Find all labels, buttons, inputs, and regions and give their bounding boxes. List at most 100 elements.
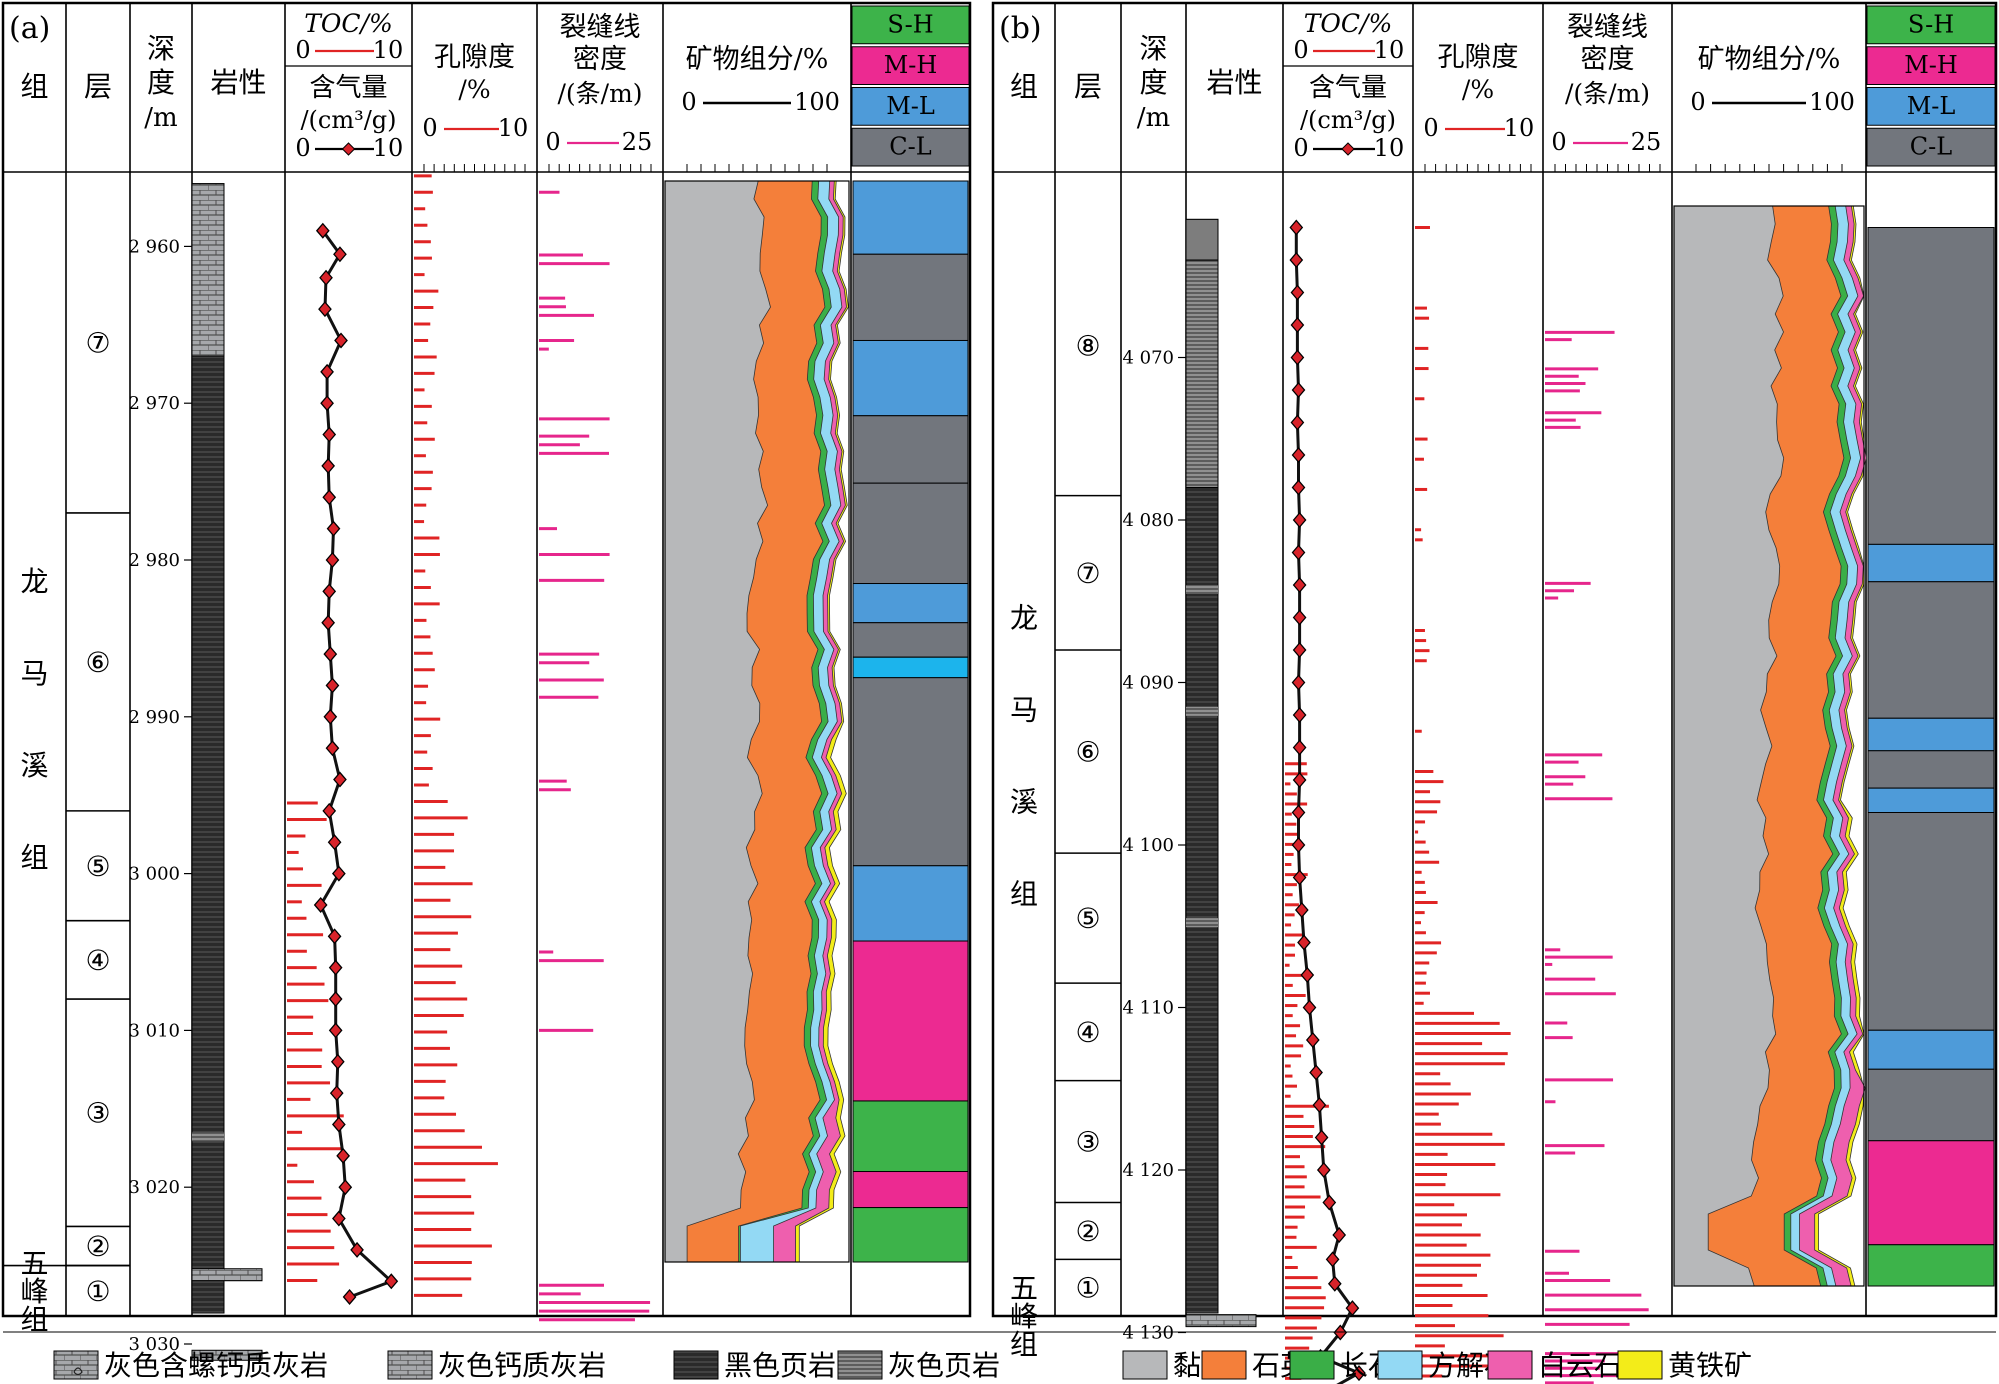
toc-gas-point xyxy=(327,834,342,851)
toc-gas-point xyxy=(332,1116,346,1133)
toc-gas-point xyxy=(342,1288,357,1305)
facies-legend-m-h xyxy=(1866,46,1996,85)
facies-legend-s-h xyxy=(851,5,970,45)
formation-char: 组 xyxy=(20,1303,48,1336)
facies-interval-m-l xyxy=(1867,787,1995,813)
facies-interval-c-l xyxy=(1867,581,1995,719)
toc-gas-point xyxy=(1332,1227,1347,1243)
toc-gas-point xyxy=(323,708,338,725)
legend-swatch-mineral-5 xyxy=(1201,1350,1247,1380)
lithology-black-shale xyxy=(191,183,225,1314)
depth-tick-label: 2 970 xyxy=(128,393,180,414)
toc-gas-point xyxy=(332,865,346,882)
header-porosity-unit: /% xyxy=(1462,75,1494,104)
header-porosity: 孔隙度 xyxy=(1438,42,1519,73)
layer-label: ③ xyxy=(85,1097,110,1130)
facies-legend-s-h xyxy=(1866,5,1996,45)
fracture-min: 0 xyxy=(545,128,560,156)
legend-swatch-black-shale xyxy=(673,1350,719,1380)
lithology-grey-shale xyxy=(1186,706,1218,716)
facies-interval-c-l xyxy=(852,482,969,585)
formation-char: 马 xyxy=(1010,694,1038,727)
porosity-max: 10 xyxy=(498,114,529,142)
toc-gas-point xyxy=(1352,1365,1366,1382)
header-mineral: 矿物组分/% xyxy=(1698,44,1841,75)
fracture-min: 0 xyxy=(1551,128,1566,156)
toc-gas-point xyxy=(330,1053,345,1070)
toc-gas-point xyxy=(322,802,337,819)
facies-legend-label: M-H xyxy=(884,51,938,79)
facies-interval-c-l xyxy=(852,253,969,341)
toc-gas-point xyxy=(1297,934,1311,951)
lithology-grey-shale xyxy=(1185,218,1219,261)
legend-swatch-limestone-snail xyxy=(53,1350,99,1380)
toc-gas-point xyxy=(1291,382,1306,398)
depth-tick-label: 4 080 xyxy=(1122,510,1174,531)
toc-gas-point xyxy=(1305,1032,1320,1048)
layer-label: ④ xyxy=(1075,1016,1100,1049)
facies-interval-m-l xyxy=(852,180,969,255)
facies-legend-c-l xyxy=(1866,127,1996,167)
formation-char: 五 xyxy=(1010,1272,1038,1305)
toc-gas-point xyxy=(323,646,338,663)
toc-gas-point xyxy=(315,222,330,239)
toc-gas-point xyxy=(320,395,334,412)
toc-gas-point xyxy=(322,489,337,506)
header-fracture-3: /(条/m) xyxy=(1565,79,1650,108)
facies-interval-s-h xyxy=(1867,1244,1995,1287)
header-gas: 含气量 xyxy=(309,73,387,103)
toc-gas-point xyxy=(1291,447,1306,463)
legend-swatch-mineral-8 xyxy=(1487,1350,1533,1380)
layer-label: ⑧ xyxy=(1075,329,1100,362)
toc-gas-point xyxy=(1292,512,1307,528)
facies-legend-label: M-H xyxy=(1904,51,1958,79)
layer-label: ① xyxy=(85,1275,110,1308)
formation-char: 组 xyxy=(1010,878,1038,911)
facies-interval-m-l xyxy=(1867,1029,1995,1070)
toc-gas-point xyxy=(333,771,347,788)
legend-label: 灰色含螺钙质灰岩 xyxy=(104,1349,328,1382)
facies-legend-m-l xyxy=(851,87,970,126)
toc-gas-point xyxy=(322,426,337,443)
snail-shell-icon xyxy=(73,1367,83,1376)
toc-gas-point xyxy=(328,959,343,976)
facies-interval-c-l xyxy=(852,415,969,484)
toc-gas-point xyxy=(325,677,340,694)
toc-gas-point xyxy=(1294,902,1309,918)
facies-legend-label: M-L xyxy=(886,92,935,120)
facies-legend-label: C-L xyxy=(1910,133,1952,161)
facies-interval-m-l xyxy=(852,583,969,624)
toc-gas-point xyxy=(325,552,340,568)
toc-gas-point xyxy=(338,1179,353,1196)
toc-gas-point xyxy=(336,1147,351,1164)
lithology-limestone-snail xyxy=(1185,1314,1257,1328)
header-fracture-1: 裂缝线 xyxy=(560,12,641,43)
facies-legend-label: S-H xyxy=(887,10,933,38)
fracture-max: 25 xyxy=(622,128,653,156)
panel-label: (b) xyxy=(999,11,1042,46)
layer-label: ② xyxy=(1075,1215,1100,1248)
header-depth-1: 深 xyxy=(147,32,175,65)
porosity-min: 0 xyxy=(1423,114,1438,142)
layer-label: ① xyxy=(1075,1272,1100,1305)
header-depth-3: /m xyxy=(144,103,177,133)
toc-gas-point xyxy=(332,1210,346,1227)
gas-marker-icon xyxy=(1341,142,1355,156)
mineral-area-clay xyxy=(1673,205,1785,1287)
formation-char: 组 xyxy=(20,841,48,874)
facies-interval-m-l xyxy=(852,339,969,417)
lithology-grey-shale xyxy=(1186,918,1218,928)
facies-interval-c-l xyxy=(1867,1068,1995,1142)
toc-gas-point xyxy=(319,269,333,286)
toc-gas-point xyxy=(1292,869,1307,886)
legend-label: 灰色页岩 xyxy=(888,1349,1000,1382)
lithology-limestone xyxy=(191,1349,263,1361)
header-gas: 含气量 xyxy=(1309,73,1387,103)
facies-interval-s-h xyxy=(852,1100,969,1173)
header-lithology: 岩性 xyxy=(210,66,266,99)
facies-legend-c-l xyxy=(851,127,970,167)
depth-tick-label: 3 010 xyxy=(128,1020,180,1041)
panel-label: (a) xyxy=(9,11,50,46)
legend-label: 黄铁矿 xyxy=(1668,1349,1752,1382)
